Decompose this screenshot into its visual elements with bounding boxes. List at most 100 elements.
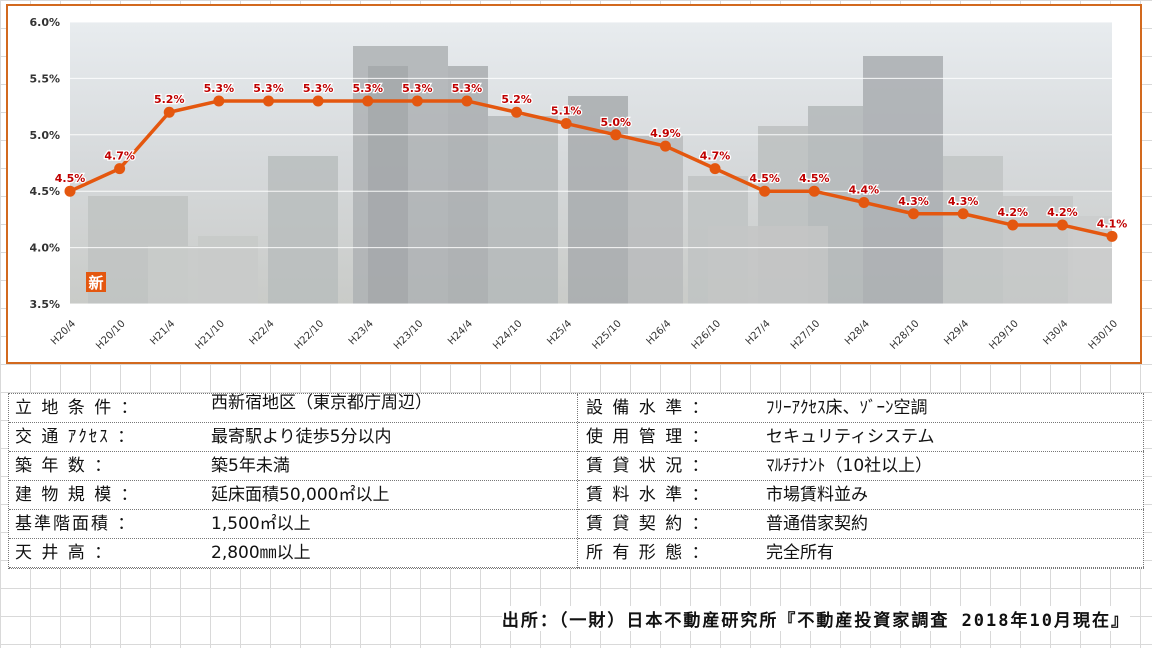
data-point	[1106, 230, 1118, 242]
condition-row: 交 通 ｱｸｾｽ ： 最寄駅より徒歩5分以内	[9, 423, 577, 452]
data-label: 4.3%	[898, 195, 929, 208]
x-tick-label: H20/4	[49, 318, 78, 347]
condition-label: 使 用 管 理 ：	[586, 427, 711, 447]
x-tick-label: H24/4	[446, 318, 475, 347]
data-label: 5.3%	[352, 82, 383, 95]
data-label: 5.2%	[501, 93, 532, 106]
x-tick-label: H25/10	[590, 318, 623, 351]
data-label: 5.0%	[601, 116, 632, 129]
data-label: 4.9%	[650, 127, 681, 140]
x-tick-label: H28/4	[843, 318, 872, 347]
data-point	[709, 163, 721, 175]
property-conditions-table: 立 地 条 件 ： 西新宿地区（東京都庁周辺） 交 通 ｱｸｾｽ ： 最寄駅より徒歩5…	[8, 393, 1144, 569]
condition-row: 所 有 形 態 ： 完全所有	[578, 539, 1144, 568]
condition-label: 立 地 条 件 ：	[15, 398, 140, 418]
condition-row: 建 物 規 模 ： 延床面積50,000㎡以上	[9, 481, 577, 510]
condition-label: 所 有 形 態 ：	[586, 543, 711, 563]
x-tick-label: H24/10	[491, 318, 524, 351]
building-shape	[708, 226, 828, 304]
building-shape	[943, 156, 1003, 304]
data-label: 4.4%	[849, 183, 880, 196]
data-label: 5.3%	[303, 82, 334, 95]
x-tick-label: H22/4	[248, 318, 277, 347]
y-tick-label: 3.5%	[29, 298, 60, 311]
condition-row: 設 備 水 準 ： ﾌﾘｰｱｸｾｽ床、ｿﾞｰﾝ空調	[578, 394, 1144, 423]
data-point	[1056, 219, 1068, 231]
data-point	[858, 196, 870, 208]
condition-label: 設 備 水 準 ：	[586, 398, 711, 418]
data-label: 5.3%	[204, 82, 235, 95]
data-point	[461, 95, 473, 107]
condition-value: 完全所有	[766, 543, 834, 563]
data-label: 4.3%	[948, 195, 979, 208]
x-tick-label: H27/4	[744, 318, 773, 347]
data-point	[957, 208, 969, 220]
building-shape	[488, 116, 558, 304]
data-point	[411, 95, 423, 107]
chart-container: 3.5% 4.0% 4.5% 5.0% 5.5% 6.0% H20/4 H20/10 H21/…	[6, 4, 1142, 364]
x-tick-label: H28/10	[888, 318, 921, 351]
data-label: 4.7%	[700, 150, 731, 163]
data-point	[1007, 219, 1019, 231]
y-tick-label: 5.0%	[29, 129, 60, 142]
line-chart: 3.5% 4.0% 4.5% 5.0% 5.5% 6.0% H20/4 H20/10 H21/…	[29, 16, 1128, 352]
y-tick-label: 6.0%	[29, 16, 60, 29]
condition-label: 築 年 数 ：	[15, 456, 114, 476]
x-tick-label: H26/10	[690, 318, 723, 351]
condition-label: 賃 貸 状 況 ：	[586, 456, 711, 476]
new-badge	[86, 272, 106, 292]
condition-label: 建 物 規 模 ：	[15, 485, 140, 505]
x-tick-label: H22/10	[293, 318, 326, 351]
y-tick-label: 4.0%	[29, 242, 60, 255]
building-shape	[628, 136, 683, 304]
building-shape	[1003, 196, 1073, 304]
data-label: 5.3%	[452, 82, 483, 95]
condition-label: 基準階面積 ：	[15, 514, 137, 534]
x-tick-label: H21/10	[194, 318, 227, 351]
y-tick-label: 5.5%	[29, 72, 60, 85]
condition-value: 西新宿地区（東京都庁周辺）	[211, 393, 432, 413]
x-tick-label: H25/4	[545, 318, 574, 347]
building-shape	[148, 246, 258, 304]
data-label: 4.2%	[998, 206, 1029, 219]
city-photo-background	[70, 22, 1112, 304]
data-point	[560, 118, 572, 130]
condition-value: 普通借家契約	[766, 514, 868, 534]
condition-row: 賃 料 水 準 ： 市場賃料並み	[578, 481, 1144, 510]
new-badge-text: 新	[88, 274, 103, 292]
condition-row: 立 地 条 件 ： 西新宿地区（東京都庁周辺）	[9, 394, 577, 423]
condition-row: 基準階面積 ： 1,500㎡以上	[9, 510, 577, 539]
condition-value: 最寄駅より徒歩5分以内	[211, 427, 392, 447]
conditions-right-column: 設 備 水 準 ： ﾌﾘｰｱｸｾｽ床、ｿﾞｰﾝ空調使 用 管 理 ： セキュリティシ…	[577, 394, 1144, 568]
data-label: 4.5%	[55, 172, 86, 185]
condition-row: 賃 貸 契 約 ： 普通借家契約	[578, 510, 1144, 539]
x-tick-label: H21/4	[148, 318, 177, 347]
data-point	[262, 95, 274, 107]
condition-label: 天 井 高 ：	[15, 543, 114, 563]
condition-row: 使 用 管 理 ： セキュリティシステム	[578, 423, 1144, 452]
x-tick-label: H26/4	[645, 318, 674, 347]
condition-value: 2,800㎜以上	[211, 543, 311, 563]
data-point	[511, 106, 523, 118]
data-label: 4.5%	[799, 172, 830, 185]
x-tick-label: H23/10	[392, 318, 425, 351]
condition-row: 天 井 高 ： 2,800㎜以上	[9, 539, 577, 568]
data-label: 4.7%	[104, 150, 135, 163]
data-point	[610, 129, 622, 141]
condition-label: 交 通 ｱｸｾｽ ：	[15, 427, 137, 447]
condition-value: ﾌﾘｰｱｸｾｽ床、ｿﾞｰﾝ空調	[766, 398, 928, 418]
data-point	[213, 95, 225, 107]
data-point	[312, 95, 324, 107]
data-point	[659, 140, 671, 152]
conditions-left-column: 立 地 条 件 ： 西新宿地区（東京都庁周辺） 交 通 ｱｸｾｽ ： 最寄駅より徒歩5…	[9, 394, 577, 568]
y-tick-label: 4.5%	[29, 185, 60, 198]
x-tick-label: H29/4	[942, 318, 971, 347]
data-point	[759, 185, 771, 197]
data-point	[808, 185, 820, 197]
condition-row: 賃 貸 状 況 ： ﾏﾙﾁﾃﾅﾝﾄ（10社以上）	[578, 452, 1144, 481]
condition-value: 1,500㎡以上	[211, 514, 311, 534]
data-label: 5.2%	[154, 93, 185, 106]
x-tick-label: H30/4	[1042, 318, 1071, 347]
condition-value: ﾏﾙﾁﾃﾅﾝﾄ（10社以上）	[766, 456, 933, 476]
data-label: 5.1%	[551, 105, 582, 118]
